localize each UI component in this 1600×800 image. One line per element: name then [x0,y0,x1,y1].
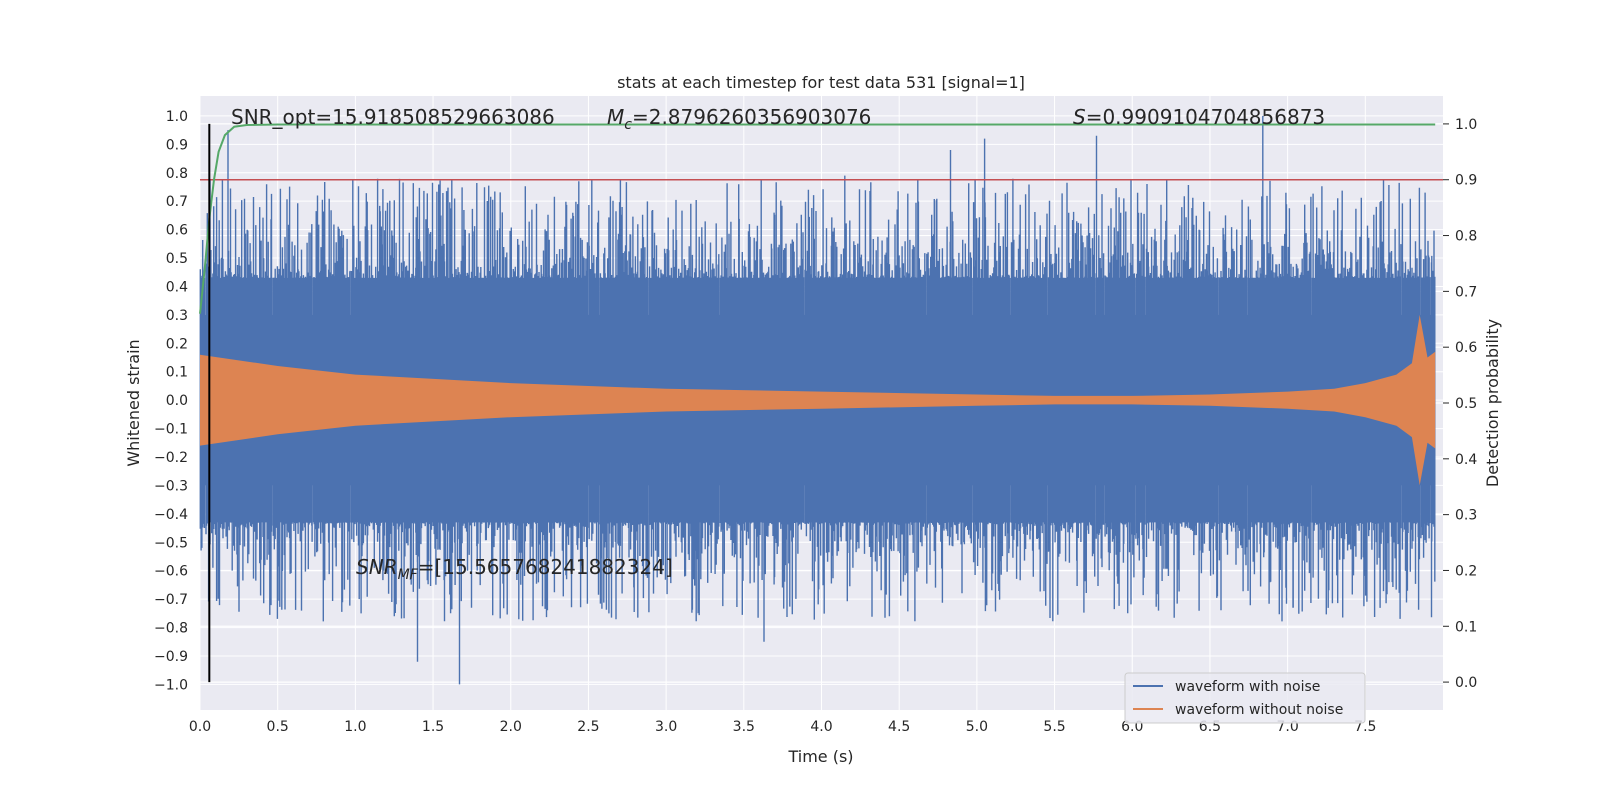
x-axis-label: Time (s) [787,747,853,766]
annotation-s: S=0.9909104704856873 [1073,105,1325,129]
y-tick-label: 0.4 [166,279,188,295]
y-tick-label: −0.7 [154,592,188,608]
x-tick-label: 0.5 [267,719,289,735]
y2-axis-ticks: 1.0 0.9 0.8 0.7 0.6 0.5 0.4 0.3 0.2 0.1 0.0 [1443,117,1477,691]
y2-tick-label: 0.0 [1455,675,1477,691]
y2-tick-label: 0.3 [1455,508,1477,524]
legend-box [1124,672,1366,724]
y2-tick-label: 0.5 [1455,396,1477,412]
y-tick-label: −0.3 [154,478,188,494]
y-tick-label: 0.3 [166,308,188,324]
annotation-snr-opt: SNR_opt=15.918508529663086 [231,105,555,129]
annotation-s-value: =0.9909104704856873 [1086,105,1325,129]
x-tick-label: 3.5 [733,719,755,735]
y-tick-label: −0.5 [154,535,188,551]
y2-tick-label: 0.8 [1455,229,1477,245]
y2-tick-label: 0.7 [1455,284,1477,300]
y-tick-label: 0.8 [166,166,188,182]
series-waveform-without-noise [200,314,1436,486]
y-tick-label: 0.1 [166,365,188,381]
y-tick-label: −0.2 [154,450,188,466]
x-tick-label: 4.0 [810,719,832,735]
x-tick-label: 3.0 [655,719,677,735]
annotation-snr-mf: SNRMF=[15.565768241882324] [356,555,673,583]
y-tick-label: −0.9 [154,649,188,665]
annotation-chirp-mass: Mc=2.8796260356903076 [607,105,871,133]
y-axis-ticks: 1.0 0.9 0.8 0.7 0.6 0.5 0.4 0.3 0.2 0.1 0.0 −0.1 −0.… [154,109,188,694]
annotation-snr-mf-value: =[15.565768241882324] [418,555,673,579]
y-tick-label: −1.0 [154,677,188,693]
y2-tick-label: 0.6 [1455,340,1477,356]
y-tick-label: 0.9 [166,137,188,153]
x-tick-label: 5.0 [966,719,988,735]
clean-waveform-envelope [200,314,1436,486]
series-detection-probability [199,123,1443,683]
y-tick-label: 0.7 [166,194,188,210]
y2-axis-label: Detection probability [1483,319,1502,487]
x-tick-label: 2.0 [500,719,522,735]
y-tick-label: 0.2 [166,336,188,352]
x-tick-label: 2.5 [577,719,599,735]
y-tick-label: 1.0 [166,109,188,125]
y-tick-label: −0.4 [154,507,188,523]
legend-label-noise: waveform with noise [1175,679,1320,695]
y2-tick-label: 0.9 [1455,173,1477,189]
annotation-chirp-mass-value: =2.8796260356903076 [632,105,871,129]
y2-tick-label: 0.2 [1455,563,1477,579]
chart-title: stats at each timestep for test data 531… [617,73,1025,92]
y-axis-label: Whitened strain [124,339,143,466]
x-tick-label: 1.0 [344,719,366,735]
legend-label-clean: waveform without noise [1175,702,1343,718]
y-tick-label: 0.6 [166,223,188,239]
legend: waveform with noise waveform without noi… [1124,672,1366,724]
x-tick-label: 0.0 [189,719,211,735]
y-tick-label: 0.5 [166,251,188,267]
x-axis-ticks: 0.0 0.5 1.0 1.5 2.0 2.5 3.0 3.5 4.0 4.5 5.0 5.5 6.0 6… [189,719,1377,735]
y-tick-label: 0.0 [166,393,188,409]
y2-tick-label: 0.1 [1455,619,1477,635]
y-tick-label: −0.8 [154,621,188,637]
y-tick-label: −0.6 [154,564,188,580]
y2-tick-label: 1.0 [1455,117,1477,133]
y-tick-label: −0.1 [154,422,188,438]
x-tick-label: 5.5 [1043,719,1065,735]
y2-tick-label: 0.4 [1455,452,1477,468]
x-tick-label: 1.5 [422,719,444,735]
x-tick-label: 4.5 [888,719,910,735]
